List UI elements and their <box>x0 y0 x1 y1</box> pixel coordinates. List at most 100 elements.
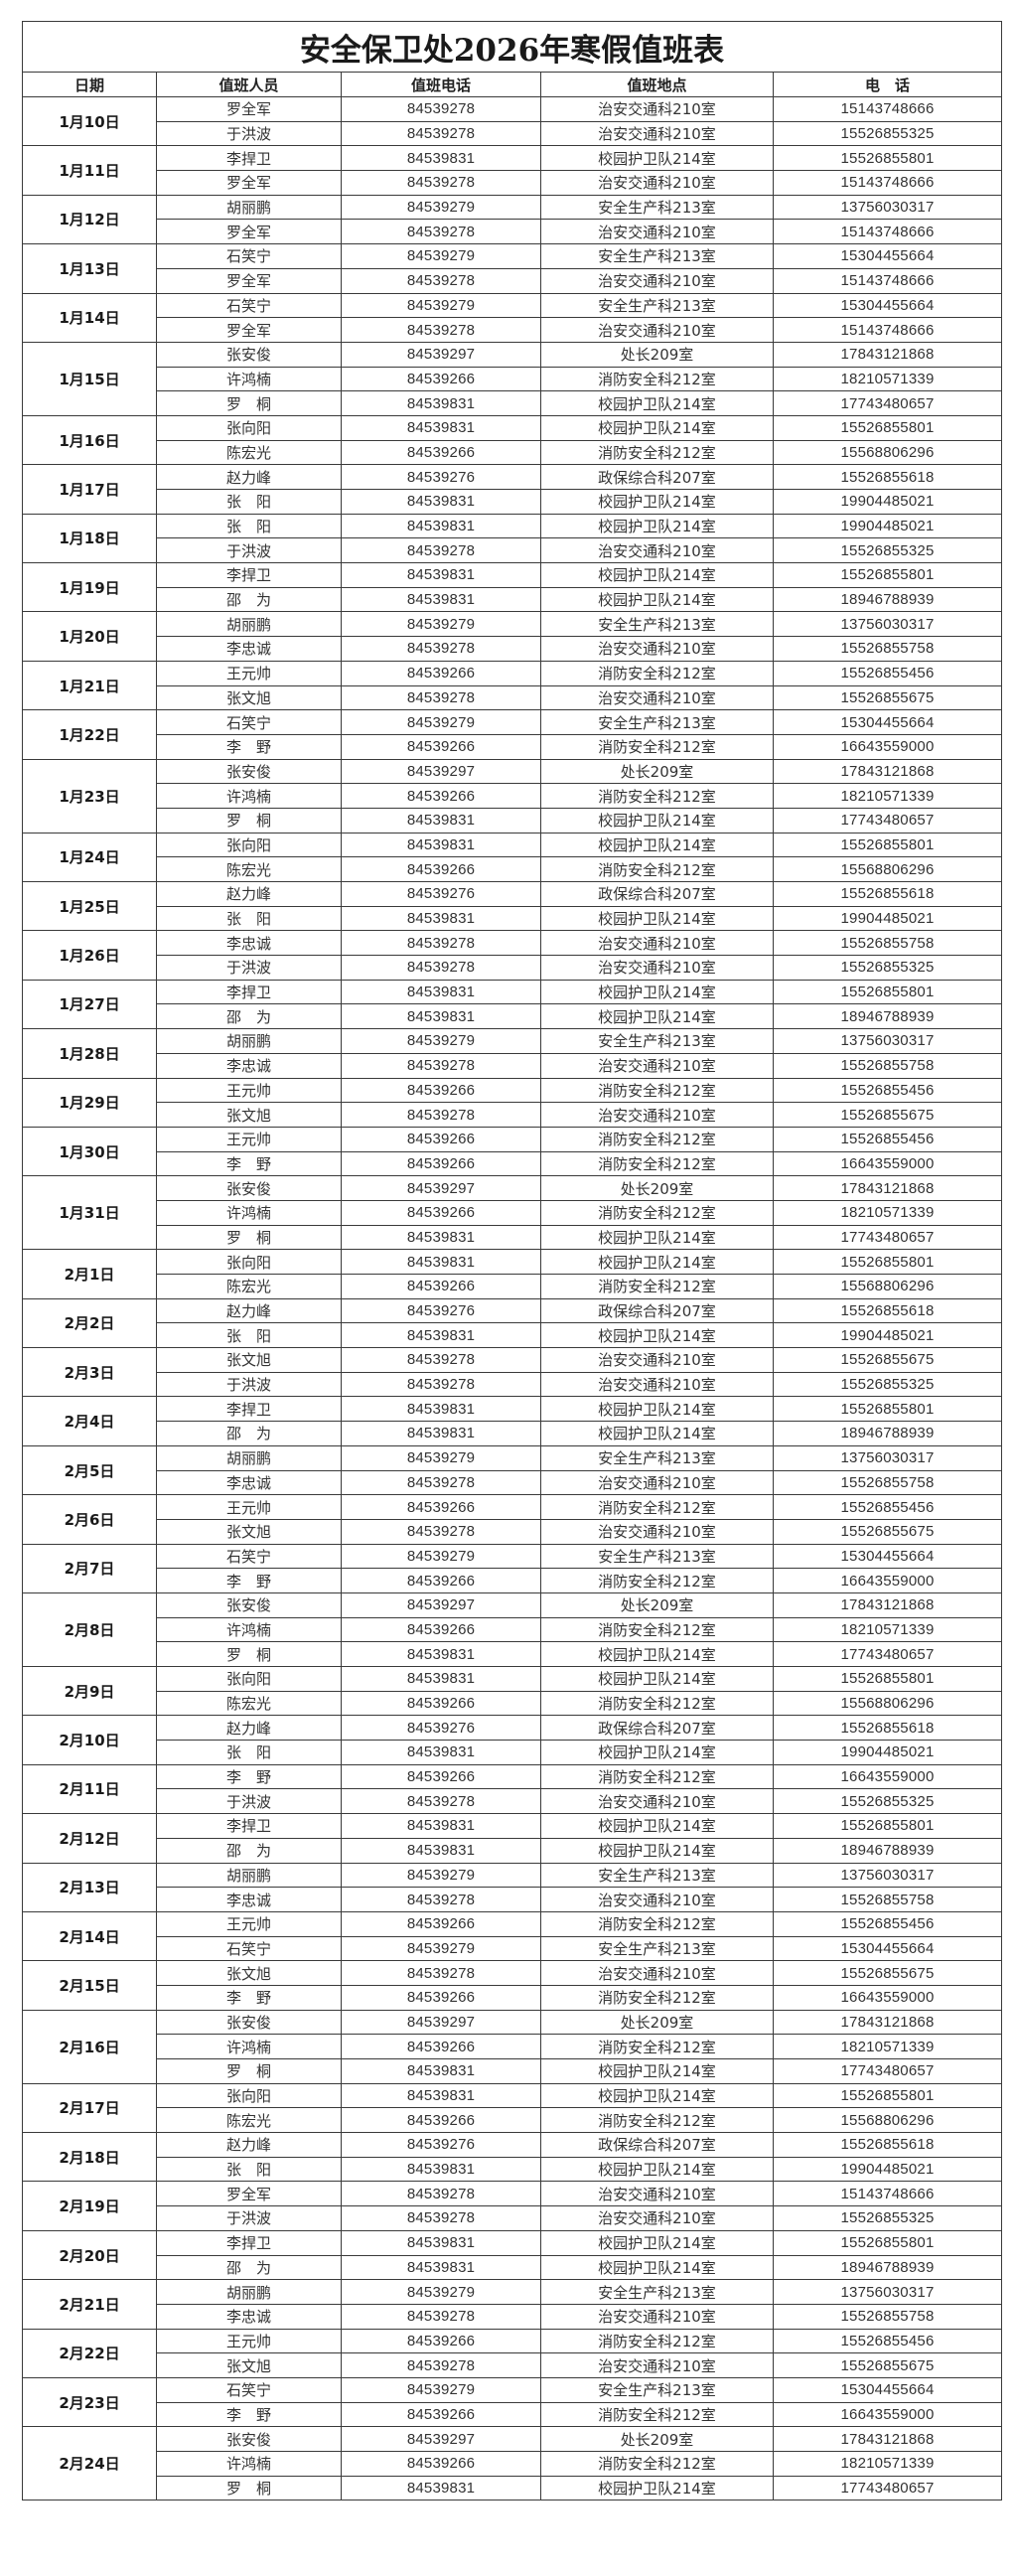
mobile-phone-cell: 18210571339 <box>773 1199 1002 1226</box>
table-row: 李 野 84539266 消防安全科212室 16643559000 <box>23 1150 1002 1177</box>
location-cell: 治安交通科210室 <box>540 2352 774 2378</box>
mobile-phone-cell: 18210571339 <box>773 2451 1002 2477</box>
table-row: 于洪波 84539278 治安交通科210室 15526855325 <box>23 2205 1002 2231</box>
mobile-phone-cell: 15304455664 <box>773 1543 1002 1570</box>
staff-name-cell: 赵力峰 <box>156 1297 342 1324</box>
staff-name-cell: 许鸿楠 <box>156 1616 342 1643</box>
date-cell: 2月3日 <box>22 1347 157 1398</box>
table-row: 1月13日 石笑宁 84539279 安全生产科213室 15304455664 <box>22 243 1002 294</box>
staff-name-cell: 王元帅 <box>156 1126 342 1152</box>
table-row: 许鸿楠 84539266 消防安全科212室 18210571339 <box>23 2451 1002 2477</box>
table-row: 许鸿楠 84539266 消防安全科212室 18210571339 <box>23 783 1002 809</box>
table-row: 2月10日 赵力峰 84539276 政保综合科207室 15526855618 <box>22 1715 1002 1765</box>
duty-phone-cell: 84539266 <box>341 660 541 686</box>
location-cell: 治安交通科210室 <box>540 1371 774 1398</box>
staff-name-cell: 胡丽鹏 <box>156 1862 342 1889</box>
duty-phone-cell: 84539266 <box>341 439 541 466</box>
mobile-phone-cell: 15526855618 <box>773 1297 1002 1324</box>
date-cell: 1月25日 <box>22 880 157 932</box>
location-cell: 治安交通科210室 <box>540 684 774 711</box>
table-row: 罗 桐 84539831 校园护卫队214室 17743480657 <box>23 2058 1002 2084</box>
location-cell: 消防安全科212室 <box>540 1199 774 1226</box>
duty-phone-cell: 84539831 <box>341 1421 541 1446</box>
mobile-phone-cell: 18210571339 <box>773 2034 1002 2059</box>
date-cell: 1月24日 <box>22 832 157 883</box>
table-row: 2月14日 王元帅 84539266 消防安全科212室 15526855456 <box>22 1910 1002 1962</box>
date-cell: 1月30日 <box>22 1126 157 1177</box>
duty-phone-cell: 84539831 <box>341 2229 541 2256</box>
duty-phone-cell: 84539266 <box>341 1910 541 1937</box>
date-cell: 2月22日 <box>22 2328 157 2378</box>
mobile-phone-cell: 17743480657 <box>773 390 1002 416</box>
table-row: 1月12日 胡丽鹏 84539279 安全生产科213室 13756030317 <box>22 194 1002 245</box>
table-row: 2月21日 胡丽鹏 84539279 安全生产科213室 13756030317 <box>22 2279 1002 2330</box>
duty-phone-cell: 84539831 <box>341 979 541 1005</box>
mobile-phone-cell: 16643559000 <box>773 1984 1002 2011</box>
duty-phone-cell: 84539278 <box>341 2352 541 2378</box>
duty-phone-cell: 84539831 <box>341 2082 541 2109</box>
location-cell: 校园护卫队214室 <box>540 832 774 858</box>
staff-name-cell: 王元帅 <box>156 1077 342 1104</box>
mobile-phone-cell: 15526855801 <box>773 562 1002 588</box>
table-row: 张 阳 84539831 校园护卫队214室 19904485021 <box>23 1740 1002 1765</box>
date-cell: 2月10日 <box>22 1715 157 1765</box>
date-cell: 2月2日 <box>22 1297 157 1349</box>
location-cell: 消防安全科212室 <box>540 2034 774 2059</box>
location-cell: 校园护卫队214室 <box>540 1641 774 1667</box>
location-cell: 校园护卫队214室 <box>540 489 774 515</box>
duty-phone-cell: 84539278 <box>341 267 541 294</box>
table-row: 李 野 84539266 消防安全科212室 16643559000 <box>23 1984 1002 2011</box>
duty-phone-cell: 84539266 <box>341 1494 541 1520</box>
location-cell: 处长209室 <box>540 2426 774 2452</box>
duty-phone-cell: 84539276 <box>341 464 541 490</box>
table-row: 1月31日 张安俊 84539297 处长209室 17843121868 <box>22 1175 1002 1251</box>
duty-phone-cell: 84539831 <box>341 489 541 515</box>
duty-phone-cell: 84539266 <box>341 1199 541 1226</box>
staff-name-cell: 胡丽鹏 <box>156 1444 342 1471</box>
table-row: 1月24日 张向阳 84539831 校园护卫队214室 15526855801 <box>22 832 1002 883</box>
date-cell: 2月11日 <box>22 1763 157 1815</box>
date-cell: 2月13日 <box>22 1862 157 1912</box>
mobile-phone-cell: 13756030317 <box>773 1028 1002 1054</box>
mobile-phone-cell: 16643559000 <box>773 1568 1002 1593</box>
column-header-duty-phone: 值班电话 <box>341 72 541 97</box>
header-row: 日期 值班人员 值班电话 值班地点 电 话 <box>22 72 1002 97</box>
staff-name-cell: 石笑宁 <box>156 709 342 735</box>
table-row: 1月23日 张安俊 84539297 处长209室 17843121868 <box>22 758 1002 833</box>
staff-name-cell: 邵 为 <box>156 1003 342 1030</box>
duty-phone-cell: 84539279 <box>341 1543 541 1570</box>
staff-name-cell: 张安俊 <box>156 2009 342 2036</box>
duty-phone-cell: 84539831 <box>341 1837 541 1864</box>
duty-phone-cell: 84539279 <box>341 611 541 638</box>
mobile-phone-cell: 15526855758 <box>773 2303 1002 2330</box>
duty-phone-cell: 84539278 <box>341 317 541 343</box>
mobile-phone-cell: 15526855801 <box>773 1813 1002 1839</box>
table-row: 许鸿楠 84539266 消防安全科212室 18210571339 <box>23 366 1002 392</box>
date-cell: 1月14日 <box>22 292 157 343</box>
table-row: 邵 为 84539831 校园护卫队214室 18946788939 <box>23 1837 1002 1864</box>
staff-name-cell: 赵力峰 <box>156 2132 342 2158</box>
date-cell: 2月17日 <box>22 2082 157 2134</box>
staff-name-cell: 张向阳 <box>156 832 342 858</box>
staff-name-cell: 张文旭 <box>156 684 342 711</box>
date-cell: 1月23日 <box>22 758 157 833</box>
duty-phone-cell: 84539266 <box>341 1690 541 1717</box>
mobile-phone-cell: 17743480657 <box>773 1641 1002 1667</box>
location-cell: 安全生产科213室 <box>540 1935 774 1962</box>
mobile-phone-cell: 15526855675 <box>773 2352 1002 2378</box>
duty-phone-cell: 84539276 <box>341 1297 541 1324</box>
location-cell: 校园护卫队214室 <box>540 390 774 416</box>
date-cell: 2月5日 <box>22 1444 157 1496</box>
staff-name-cell: 张文旭 <box>156 1518 342 1545</box>
mobile-phone-cell: 18210571339 <box>773 366 1002 392</box>
mobile-phone-cell: 19904485021 <box>773 2156 1002 2183</box>
location-cell: 校园护卫队214室 <box>540 1224 774 1251</box>
mobile-phone-cell: 15526855801 <box>773 2082 1002 2109</box>
location-cell: 消防安全科212室 <box>540 783 774 809</box>
location-cell: 治安交通科210室 <box>540 96 774 122</box>
duty-phone-cell: 84539831 <box>341 1396 541 1423</box>
duty-phone-cell: 84539831 <box>341 2156 541 2183</box>
staff-name-cell: 李 野 <box>156 1150 342 1177</box>
table-row: 1月26日 李忠诚 84539278 治安交通科210室 15526855758 <box>22 930 1002 981</box>
date-cell: 2月16日 <box>22 2009 157 2084</box>
